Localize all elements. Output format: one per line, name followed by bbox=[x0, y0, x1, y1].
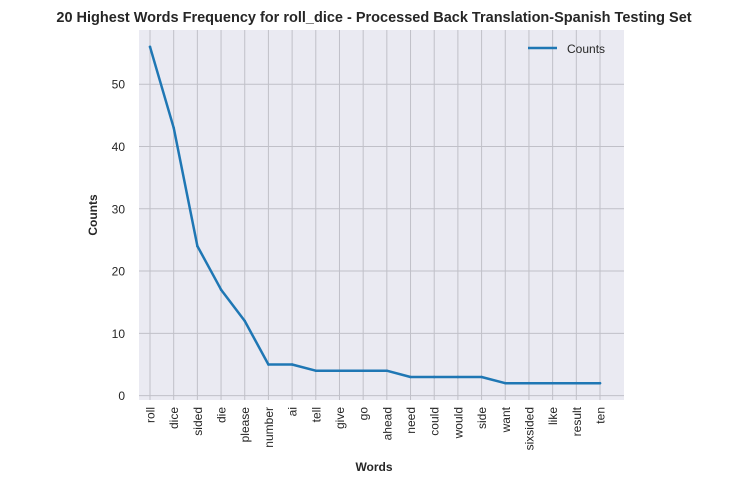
x-tick-label: please bbox=[238, 407, 252, 443]
x-tick-label: need bbox=[404, 407, 418, 434]
data-point bbox=[267, 363, 270, 366]
data-point bbox=[196, 244, 199, 248]
data-point bbox=[385, 369, 389, 372]
data-point bbox=[243, 319, 246, 323]
x-tick-label: go bbox=[357, 407, 371, 421]
legend-label-counts: Counts bbox=[567, 42, 605, 56]
y-tick-labels: 0 10 20 30 40 50 bbox=[112, 78, 126, 403]
x-tick-labels: roll dice sided die please number ai tell give go… bbox=[144, 406, 608, 450]
data-point bbox=[148, 45, 152, 49]
data-point bbox=[338, 369, 341, 372]
x-tick-label: like bbox=[546, 407, 560, 425]
x-tick-label: roll bbox=[144, 407, 158, 423]
y-tick-label: 50 bbox=[112, 78, 126, 92]
y-tick-label: 0 bbox=[118, 389, 125, 403]
x-tick-label: would bbox=[451, 407, 465, 439]
grid-lines bbox=[139, 30, 624, 400]
data-point bbox=[314, 369, 318, 372]
x-tick-label: want bbox=[499, 406, 513, 433]
data-point bbox=[432, 375, 436, 379]
data-point bbox=[456, 375, 460, 379]
x-tick-label: dice bbox=[167, 407, 181, 429]
data-point bbox=[575, 381, 578, 385]
chart-title: 20 Highest Words Frequency for roll_dice… bbox=[56, 10, 691, 26]
series-layer bbox=[148, 45, 602, 385]
x-tick-label: tell bbox=[309, 407, 323, 422]
data-point bbox=[480, 375, 483, 379]
x-tick-label: number bbox=[262, 407, 276, 448]
series-line-counts bbox=[148, 45, 602, 385]
data-point bbox=[551, 381, 554, 385]
y-tick-label: 20 bbox=[112, 265, 126, 279]
data-point bbox=[527, 381, 531, 385]
y-tick-label: 10 bbox=[112, 327, 126, 341]
x-tick-label: ten bbox=[594, 407, 608, 424]
data-point bbox=[598, 381, 602, 385]
data-point bbox=[361, 369, 365, 372]
x-tick-label: sixsided bbox=[522, 407, 536, 450]
x-tick-label: give bbox=[333, 407, 347, 429]
x-axis-label: Words bbox=[355, 460, 392, 474]
x-tick-label: die bbox=[215, 407, 229, 423]
data-point bbox=[409, 375, 412, 379]
y-axis-label: Counts bbox=[86, 194, 100, 236]
y-tick-label: 30 bbox=[112, 202, 126, 216]
data-point bbox=[504, 381, 507, 385]
plot-area bbox=[139, 30, 624, 400]
legend: Counts bbox=[528, 42, 605, 56]
y-tick-label: 40 bbox=[112, 140, 126, 154]
data-point bbox=[290, 363, 294, 366]
x-tick-label: sided bbox=[191, 407, 205, 436]
data-point bbox=[172, 126, 175, 130]
x-tick-label: ahead bbox=[380, 407, 394, 440]
x-tick-label: side bbox=[475, 407, 489, 429]
x-tick-label: ai bbox=[286, 407, 300, 416]
x-tick-label: could bbox=[428, 407, 442, 436]
data-point bbox=[219, 288, 223, 291]
x-tick-label: result bbox=[570, 406, 584, 436]
